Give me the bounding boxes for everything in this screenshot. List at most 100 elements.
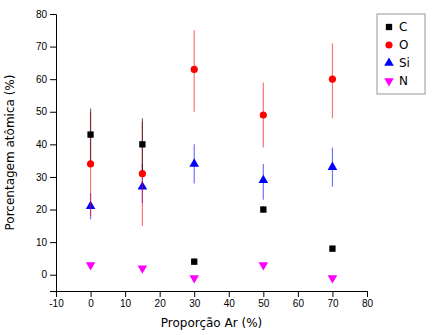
tick-label: 40	[36, 139, 48, 150]
legend-symbol	[385, 41, 392, 48]
tick-label: 20	[36, 204, 48, 215]
tick: 60	[293, 291, 305, 309]
tick-label: 20	[155, 298, 167, 309]
legend-frame	[377, 14, 425, 94]
point	[328, 275, 338, 283]
y-axis: 0 10 20 30 40 50 60 70 80	[36, 9, 57, 292]
tick-mark	[50, 275, 56, 276]
point	[260, 206, 266, 212]
point	[191, 259, 197, 265]
tick-mark	[50, 47, 56, 48]
series	[87, 30, 336, 226]
tick: 20	[155, 291, 167, 309]
legend-symbol	[384, 78, 394, 86]
tick-mark	[50, 79, 56, 80]
tick: 80	[36, 9, 56, 20]
tick: -10	[49, 291, 64, 309]
tick-mark	[50, 14, 56, 15]
point	[87, 131, 93, 137]
point	[139, 141, 145, 147]
tick-mark	[229, 291, 230, 297]
tick-mark	[50, 144, 56, 145]
legend-label: O	[399, 38, 408, 52]
tick: 10	[120, 291, 132, 309]
tick: 50	[258, 291, 270, 309]
x-axis: -10 0 10 20 30 40 50 60 70 80	[49, 291, 373, 309]
y-axis-title: Porcentagem atômica (%)	[3, 75, 17, 231]
tick-mark	[367, 291, 368, 297]
tick-label: 70	[327, 298, 339, 309]
tick-label: 30	[189, 298, 201, 309]
legend: CO Si N	[377, 14, 425, 94]
tick-label: 10	[36, 237, 48, 248]
point	[328, 162, 338, 170]
tick-label: 50	[36, 106, 48, 117]
tick-mark	[194, 291, 195, 297]
tick-mark	[50, 210, 56, 211]
tick: 0	[88, 291, 94, 309]
tick-label: 80	[36, 9, 48, 20]
tick-label: 0	[41, 269, 47, 280]
point	[260, 111, 267, 118]
tick-mark	[263, 291, 264, 297]
legend-symbol	[384, 57, 394, 65]
legend-item: O	[385, 38, 408, 52]
tick-label: -10	[49, 298, 64, 309]
point	[329, 245, 335, 251]
tick-mark	[91, 291, 92, 297]
tick: 30	[36, 172, 56, 183]
plot: -10 0 10 20 30 40 50 60 70 80 0 10 20 30 40 50 60 70 80	[36, 9, 374, 309]
point	[189, 158, 199, 166]
tick: 40	[36, 139, 56, 150]
tick-label: 40	[224, 298, 236, 309]
point	[259, 175, 269, 183]
tick-label: 70	[36, 41, 48, 52]
legend-label: C	[399, 20, 407, 34]
tick: 10	[36, 237, 56, 248]
point	[87, 160, 94, 167]
point	[189, 275, 199, 283]
tick-label: 80	[362, 298, 374, 309]
axis-line	[57, 292, 368, 298]
tick: 80	[362, 291, 374, 309]
point	[259, 262, 269, 270]
tick-mark	[332, 291, 333, 297]
legend-label: Si	[399, 56, 410, 70]
point	[191, 66, 198, 73]
x-axis-title: Proporção Ar (%)	[161, 316, 263, 330]
series	[87, 109, 335, 265]
tick-label: 60	[36, 74, 48, 85]
tick-mark	[50, 242, 56, 243]
marks	[86, 30, 338, 283]
tick: 30	[189, 291, 201, 309]
tick: 0	[41, 269, 56, 280]
tick-mark	[50, 177, 56, 178]
axis-line	[50, 15, 57, 292]
tick-label: 50	[258, 298, 270, 309]
tick-label: 10	[120, 298, 132, 309]
tick-mark	[50, 112, 56, 113]
tick-mark	[125, 291, 126, 297]
legend-symbol	[386, 24, 392, 30]
tick: 50	[36, 106, 56, 117]
legend-label: N	[399, 74, 408, 88]
series	[86, 144, 338, 219]
point	[86, 262, 96, 270]
tick: 40	[224, 291, 236, 309]
tick-mark	[160, 291, 161, 297]
point	[139, 170, 146, 177]
point	[138, 265, 148, 273]
chart: -10 0 10 20 30 40 50 60 70 80 0 10 20 30 40 50 60 70 80 Pro…	[0, 0, 433, 335]
legend-item: N	[384, 74, 408, 88]
tick: 20	[36, 204, 56, 215]
tick: 70	[327, 291, 339, 309]
legend-item: C	[386, 20, 408, 34]
legend-item: Si	[384, 56, 410, 70]
series	[86, 262, 338, 283]
tick: 70	[36, 41, 56, 52]
tick-label: 0	[88, 298, 94, 309]
tick-label: 30	[36, 172, 48, 183]
tick-label: 60	[293, 298, 305, 309]
tick: 60	[36, 74, 56, 85]
tick-mark	[298, 291, 299, 297]
